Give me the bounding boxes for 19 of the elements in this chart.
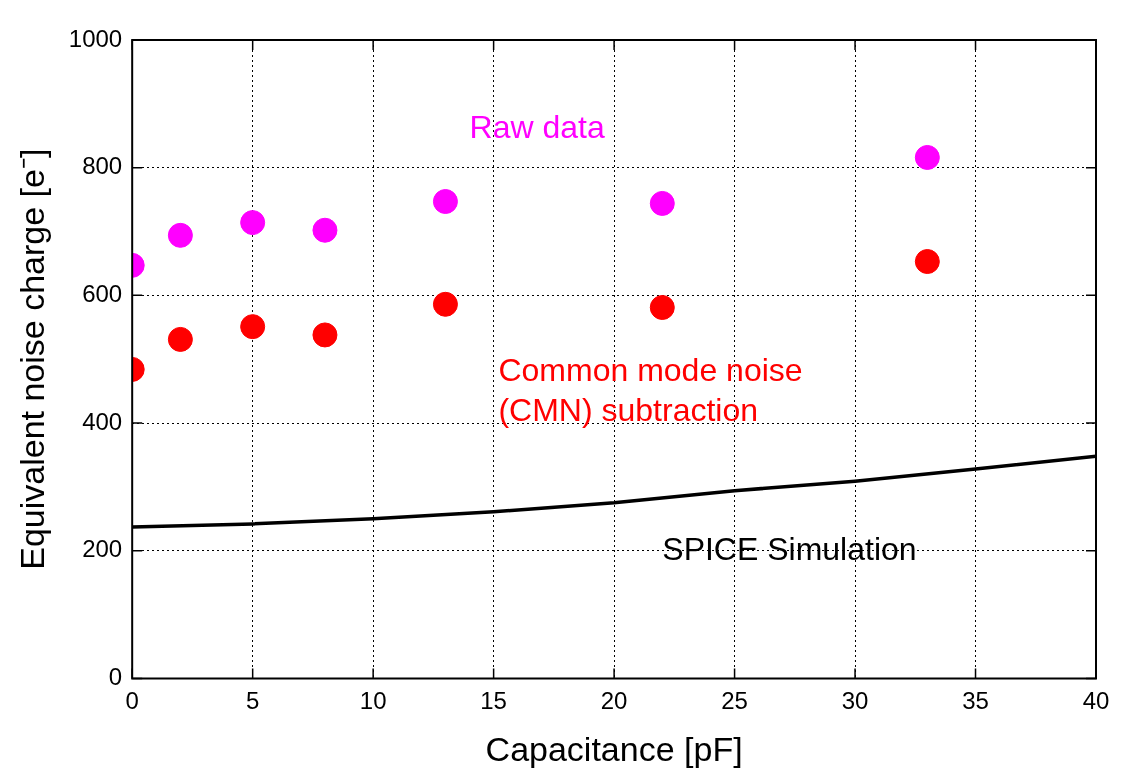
y-tick-label: 1000 [68,24,123,52]
series-label: SPICE Simulation [662,530,917,567]
x-tick-label: 40 [1082,687,1110,715]
series-label: Raw data [469,109,605,146]
series-label: Common mode noise (CMN) subtraction [498,351,803,428]
x-axis-title: Capacitance [pF] [485,729,743,768]
x-tick-label: 30 [841,687,869,715]
x-tick-label: 5 [245,687,260,715]
y-axis-title: Equivalent noise charge [e⁻] [12,148,51,570]
x-tick-label: 25 [721,687,748,715]
y-tick-label: 200 [82,535,123,563]
y-tick-label: 600 [82,279,123,307]
x-tick-label: 15 [480,687,507,715]
x-tick-label: 20 [600,687,628,715]
y-tick-label: 0 [108,663,123,691]
x-tick-label: 10 [359,687,387,715]
x-tick-label: 35 [962,687,989,715]
y-tick-label: 800 [82,152,123,180]
y-tick-label: 400 [82,407,123,435]
